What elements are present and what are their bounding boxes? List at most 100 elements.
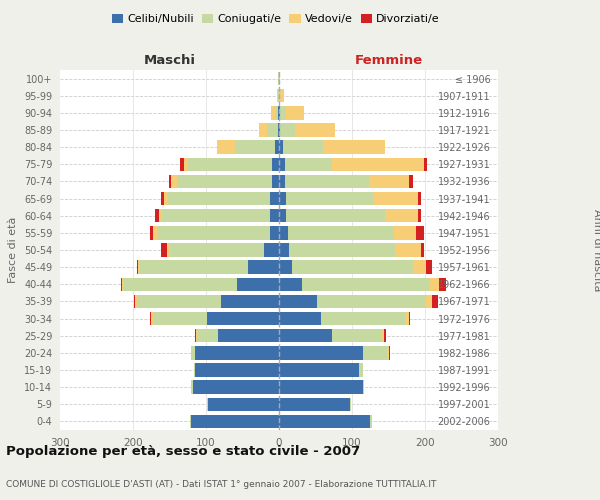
Bar <box>279 72 280 86</box>
Y-axis label: Fasce di età: Fasce di età <box>8 217 19 283</box>
Bar <box>157 226 270 239</box>
Bar <box>137 294 221 308</box>
Bar <box>279 106 280 120</box>
Bar <box>295 124 335 136</box>
Bar <box>387 346 389 360</box>
Bar <box>150 226 154 239</box>
Bar <box>413 260 426 274</box>
Bar <box>279 364 359 376</box>
Bar <box>286 192 374 205</box>
Bar <box>283 140 323 154</box>
Bar <box>168 192 270 205</box>
Bar <box>382 329 384 342</box>
Bar <box>195 364 279 376</box>
Bar <box>280 106 286 120</box>
Bar <box>275 140 279 154</box>
Bar <box>394 226 416 239</box>
Bar <box>432 294 438 308</box>
Bar <box>188 158 272 171</box>
Bar <box>370 414 372 428</box>
Bar <box>332 329 382 342</box>
Bar <box>350 398 351 411</box>
Bar <box>374 192 418 205</box>
Text: Anni di nascita: Anni di nascita <box>592 209 600 291</box>
Bar <box>158 209 162 222</box>
Bar <box>286 106 304 120</box>
Bar <box>288 226 394 239</box>
Text: Femmine: Femmine <box>355 54 422 66</box>
Bar <box>248 260 279 274</box>
Bar <box>279 346 363 360</box>
Bar <box>190 414 191 428</box>
Bar <box>196 329 197 342</box>
Legend: Celibi/Nubili, Coniugati/e, Vedovi/e, Divorziati/e: Celibi/Nubili, Coniugati/e, Vedovi/e, Di… <box>109 10 443 28</box>
Bar <box>280 124 295 136</box>
Bar <box>279 278 302 291</box>
Bar <box>235 140 275 154</box>
Bar <box>195 346 279 360</box>
Bar <box>286 209 385 222</box>
Bar <box>278 106 279 120</box>
Bar <box>164 192 168 205</box>
Bar <box>409 174 413 188</box>
Bar <box>279 158 285 171</box>
Bar <box>385 209 418 222</box>
Bar <box>236 278 279 291</box>
Bar <box>430 278 439 291</box>
Bar <box>279 244 289 256</box>
Bar <box>272 174 279 188</box>
Bar <box>122 278 124 291</box>
Bar <box>405 312 409 326</box>
Bar <box>270 209 279 222</box>
Bar <box>124 278 236 291</box>
Bar <box>121 278 122 291</box>
Bar <box>137 260 138 274</box>
Bar <box>195 329 196 342</box>
Bar <box>221 294 279 308</box>
Bar <box>323 140 385 154</box>
Bar <box>208 398 279 411</box>
Bar <box>369 174 409 188</box>
Bar <box>265 244 279 256</box>
Bar <box>279 89 280 102</box>
Bar <box>278 72 279 86</box>
Bar <box>272 158 279 171</box>
Bar <box>317 294 427 308</box>
Bar <box>418 209 421 222</box>
Text: COMUNE DI COSTIGLIOLE D'ASTI (AT) - Dati ISTAT 1° gennaio 2007 - Elaborazione TU: COMUNE DI COSTIGLIOLE D'ASTI (AT) - Dati… <box>6 480 436 489</box>
Bar <box>279 124 280 136</box>
Bar <box>275 106 278 120</box>
Bar <box>292 260 413 274</box>
Bar <box>161 244 167 256</box>
Bar <box>279 398 350 411</box>
Bar <box>193 380 279 394</box>
Bar <box>270 192 279 205</box>
Bar <box>279 380 363 394</box>
Bar <box>279 226 288 239</box>
Bar <box>426 260 431 274</box>
Bar <box>279 294 317 308</box>
Bar <box>278 124 279 136</box>
Bar <box>279 260 292 274</box>
Bar <box>191 346 195 360</box>
Bar <box>279 140 283 154</box>
Bar <box>191 414 279 428</box>
Bar <box>266 124 278 136</box>
Bar <box>322 312 405 326</box>
Bar <box>167 244 170 256</box>
Bar <box>279 209 286 222</box>
Bar <box>270 226 279 239</box>
Bar <box>208 312 279 326</box>
Bar <box>302 278 430 291</box>
Bar <box>140 260 248 274</box>
Bar <box>184 158 188 171</box>
Bar <box>278 89 279 102</box>
Text: Popolazione per età, sesso e stato civile - 2007: Popolazione per età, sesso e stato civil… <box>6 444 360 458</box>
Bar <box>363 346 387 360</box>
Bar <box>280 89 284 102</box>
Bar <box>416 226 424 239</box>
Bar <box>151 312 153 326</box>
Bar <box>177 174 272 188</box>
Bar <box>150 312 151 326</box>
Bar <box>134 294 135 308</box>
